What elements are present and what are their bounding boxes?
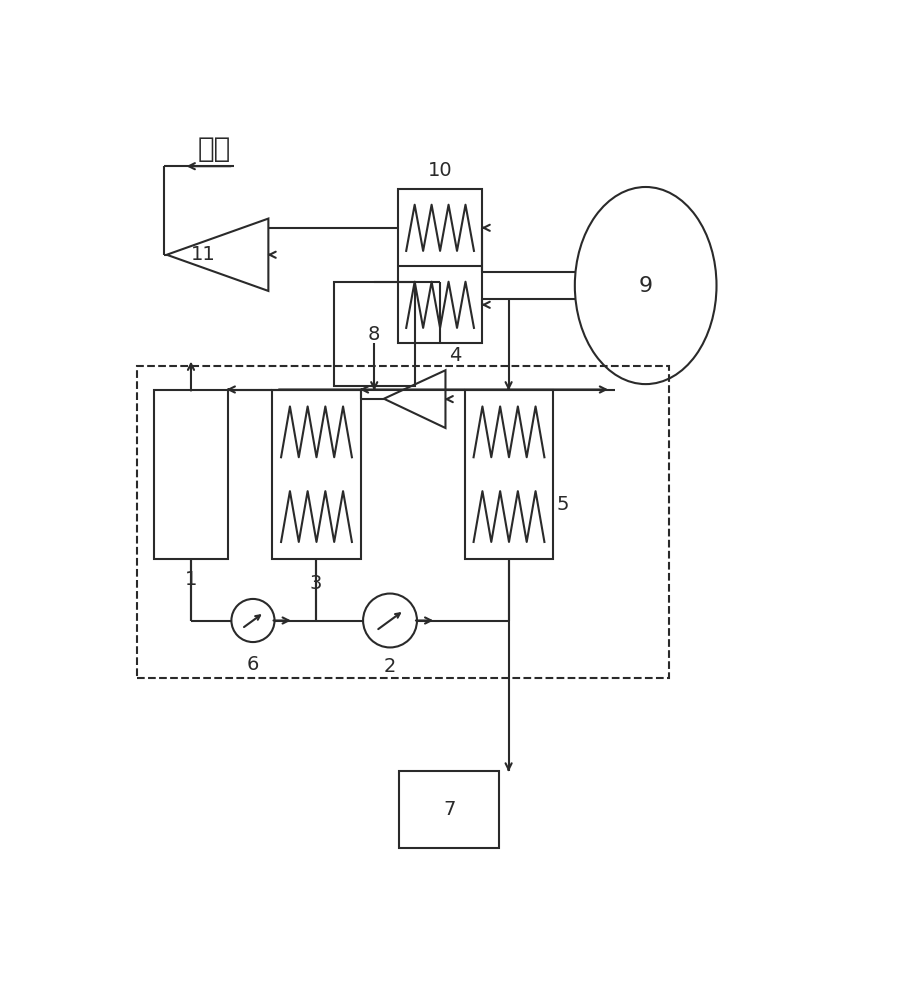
Text: 4: 4	[449, 346, 462, 365]
Text: 2: 2	[384, 657, 396, 676]
Text: 8: 8	[368, 325, 380, 344]
Text: 5: 5	[556, 495, 569, 514]
Bar	[334, 282, 414, 386]
Text: 3: 3	[310, 574, 322, 593]
Text: 9: 9	[639, 276, 653, 296]
Bar	[154, 389, 228, 559]
Text: 10: 10	[428, 161, 452, 180]
Text: 6: 6	[247, 655, 259, 674]
Bar	[137, 366, 669, 678]
Bar	[465, 389, 553, 559]
Text: 空气: 空气	[198, 135, 231, 163]
Text: 7: 7	[443, 800, 456, 819]
Bar	[399, 771, 500, 848]
Text: 11: 11	[190, 245, 215, 264]
Bar	[272, 389, 361, 559]
Bar	[397, 189, 483, 343]
Text: 1: 1	[185, 570, 196, 589]
